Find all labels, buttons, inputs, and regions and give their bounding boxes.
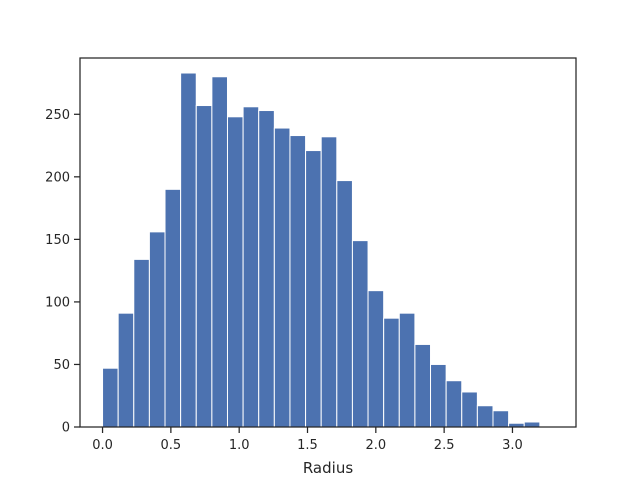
histogram-bar (398, 312, 416, 428)
x-tick-label: 2.5 (434, 438, 455, 453)
histogram-bar (523, 421, 541, 428)
x-tick-label: 3.0 (502, 438, 523, 453)
histogram-bar (461, 391, 478, 428)
y-tick-label: 150 (45, 233, 70, 248)
histogram-bar (102, 367, 119, 428)
x-tick-label: 0.5 (161, 438, 182, 453)
histogram-bar (180, 72, 197, 428)
histogram-bar (242, 106, 260, 428)
histogram-bar (226, 116, 244, 428)
histogram-bar (305, 150, 322, 428)
y-tick-label: 50 (53, 358, 70, 373)
y-tick-label: 250 (45, 108, 70, 123)
plot-frame (79, 57, 577, 428)
histogram-bar (273, 127, 291, 428)
bars-group (102, 72, 541, 428)
histogram-bar (320, 136, 338, 428)
histogram-bar (258, 110, 275, 428)
histogram-bar (383, 317, 400, 428)
y-tick-label: 0 (62, 421, 70, 436)
y-axis-ticks: 0 50 100 150 200 250 (45, 108, 80, 436)
x-tick-label: 1.5 (297, 438, 318, 453)
histogram-bar (476, 405, 494, 428)
x-axis-label: Radius (303, 459, 353, 477)
histogram-bar (211, 76, 228, 428)
histogram-bar (367, 290, 385, 428)
histogram-bar (148, 231, 166, 428)
x-axis-ticks: 0.0 0.5 1.0 1.5 2.0 2.5 3.0 (92, 427, 523, 453)
histogram-bar (289, 135, 307, 428)
histogram-bar (336, 180, 353, 428)
x-tick-label: 1.0 (229, 438, 250, 453)
histogram-bar (164, 188, 182, 428)
histogram-bar (117, 312, 135, 428)
histogram-bar (195, 105, 213, 428)
histogram-bar (430, 363, 447, 428)
y-tick-label: 200 (45, 170, 70, 185)
x-tick-label: 2.0 (365, 438, 386, 453)
histogram-bar (351, 240, 369, 428)
x-tick-label: 0.0 (92, 438, 113, 453)
histogram-bar (414, 343, 432, 428)
histogram-bar (133, 258, 150, 428)
histogram-bar (445, 380, 463, 428)
y-tick-label: 100 (45, 295, 70, 310)
histogram-bar (492, 410, 510, 428)
